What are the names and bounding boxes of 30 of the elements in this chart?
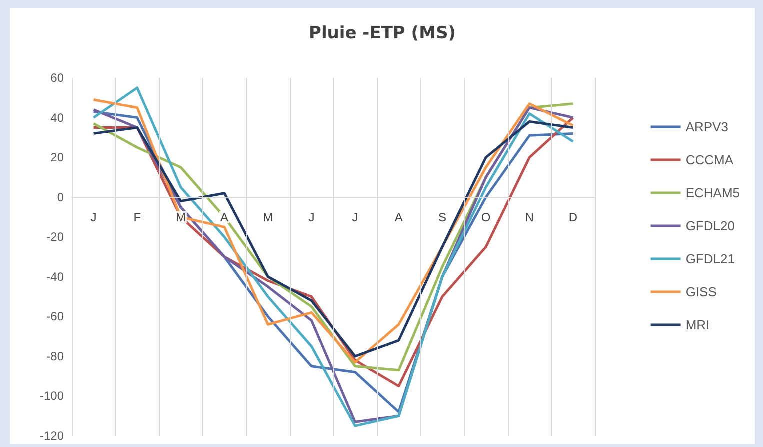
y-tick-label: -20 — [46, 230, 64, 244]
legend-label: ARPV3 — [686, 120, 728, 134]
legend-label: GFDL21 — [686, 252, 735, 266]
y-tick-label: -120 — [40, 429, 64, 443]
y-tick-label: 40 — [50, 110, 64, 125]
y-tick-label: 60 — [50, 71, 64, 85]
x-tick-label: M — [176, 210, 186, 224]
y-tick-label: -100 — [40, 389, 64, 404]
y-tick-label: -60 — [46, 310, 64, 324]
x-tick-label: S — [438, 210, 446, 224]
x-tick-label: D — [568, 210, 578, 224]
x-tick-label: J — [352, 210, 358, 224]
y-tick-label: -40 — [46, 270, 64, 284]
x-tick-label: J — [90, 210, 97, 224]
legend-label: CCCMA — [686, 152, 734, 168]
x-tick-label: J — [308, 210, 315, 224]
chart-title: Pluie -ETP (MS) — [308, 24, 456, 44]
x-tick-label: A — [394, 210, 403, 224]
legend-label: ECHAM5 — [686, 186, 740, 200]
y-tick-label: 20 — [50, 150, 64, 165]
y-tick-label: 0 — [57, 190, 64, 204]
x-tick-label: N — [525, 210, 534, 224]
x-tick-label: A — [220, 210, 229, 224]
legend-label: GFDL20 — [686, 218, 735, 234]
x-tick-label: M — [263, 210, 274, 224]
x-tick-label: O — [481, 210, 491, 224]
x-tick-label: F — [134, 210, 142, 224]
legend-label: GISS — [686, 284, 718, 300]
legend-label: MRI — [686, 318, 710, 332]
y-tick-label: -80 — [46, 349, 64, 364]
